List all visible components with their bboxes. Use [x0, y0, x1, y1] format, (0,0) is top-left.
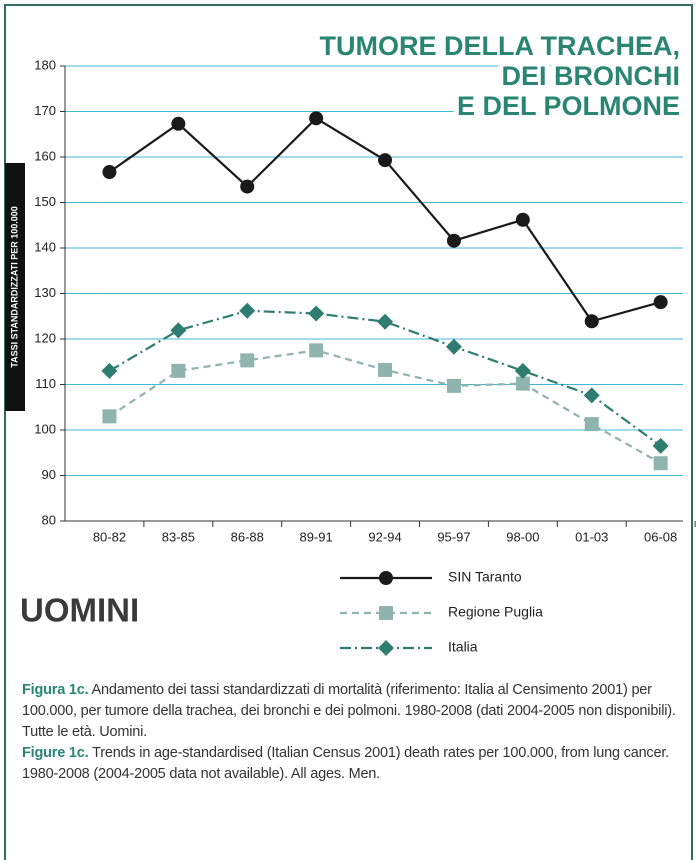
marker	[102, 409, 117, 424]
marker	[240, 179, 255, 194]
marker	[102, 165, 117, 180]
caption-text: Andamento dei tassi standardizzati di mo…	[22, 682, 676, 740]
marker	[379, 571, 393, 585]
marker	[309, 343, 324, 358]
marker	[378, 640, 394, 656]
marker	[379, 606, 393, 620]
x-tick-label: 86-88	[231, 529, 264, 544]
legend-label: Italia	[448, 639, 478, 655]
chart-title: TUMORE DELLA TRACHEA,	[320, 31, 680, 61]
marker	[514, 362, 531, 379]
chart-title: DEI BRONCHI	[501, 61, 680, 91]
marker	[653, 456, 668, 471]
x-tick-label: 06-08	[644, 529, 677, 544]
marker	[652, 437, 669, 454]
marker	[446, 378, 461, 393]
y-tick-label: 90	[42, 467, 56, 482]
caption-paragraph: Figure 1c. Trends in age-standardised (I…	[22, 743, 682, 785]
x-tick-label: 80-82	[93, 529, 126, 544]
caption-text: Trends in age-standardised (Italian Cens…	[22, 745, 670, 782]
y-tick-label: 180	[34, 57, 56, 72]
frame	[4, 4, 693, 860]
y-tick-label: 170	[34, 103, 56, 118]
marker	[239, 302, 256, 319]
y-tick-label: 160	[34, 148, 56, 163]
marker	[377, 313, 394, 330]
x-tick-label: 83-85	[162, 529, 195, 544]
marker	[171, 363, 186, 378]
marker	[170, 322, 187, 339]
marker	[445, 338, 462, 355]
y-label-band	[5, 163, 25, 411]
marker	[446, 233, 461, 248]
subject-label: UOMINI	[20, 592, 139, 629]
x-tick-label: 92-94	[368, 529, 401, 544]
legend-label: Regione Puglia	[448, 604, 543, 620]
marker	[584, 417, 599, 432]
caption: Figura 1c. Andamento dei tassi standardi…	[22, 680, 682, 785]
legend-label: SIN Taranto	[448, 569, 522, 585]
y-tick-label: 80	[42, 512, 56, 527]
marker	[240, 353, 255, 368]
marker	[584, 314, 599, 329]
marker	[378, 362, 393, 377]
y-tick-label: 110	[35, 376, 56, 391]
marker	[308, 305, 325, 322]
marker	[171, 116, 186, 131]
marker	[515, 212, 530, 227]
caption-label: Figura 1c.	[22, 682, 89, 698]
y-tick-label: 130	[34, 285, 56, 300]
marker	[101, 362, 118, 379]
y-tick-label: 100	[34, 421, 56, 436]
x-tick-label: 98-00	[506, 529, 539, 544]
marker	[583, 387, 600, 404]
x-tick-label: 89-91	[300, 529, 333, 544]
marker	[653, 295, 668, 310]
caption-paragraph: Figura 1c. Andamento dei tassi standardi…	[22, 680, 682, 743]
x-tick-label: 95-97	[437, 529, 470, 544]
series-line	[108, 116, 661, 323]
x-tick-label: 01-03	[575, 529, 608, 544]
y-tick-label: 120	[34, 330, 56, 345]
y-axis-label: TASSI STANDARDIZZATI PER 100.000	[9, 206, 19, 368]
y-tick-label: 150	[34, 194, 56, 209]
chart-title: E DEL POLMONE	[457, 91, 680, 121]
y-tick-label: 140	[34, 239, 56, 254]
series-line	[108, 309, 662, 447]
marker	[378, 153, 393, 168]
caption-label: Figure 1c.	[22, 745, 89, 761]
marker	[515, 376, 530, 391]
marker	[309, 111, 324, 126]
